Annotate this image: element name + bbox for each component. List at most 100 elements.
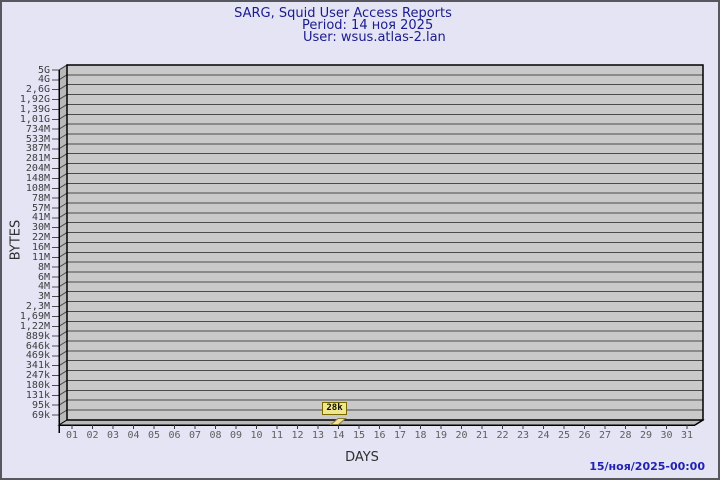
y-tick-connector — [58, 222, 68, 229]
y-tick-connector — [58, 350, 68, 357]
generated-timestamp: 15/ноя/2025-00:00 — [589, 460, 705, 473]
y-tick-connector — [58, 271, 68, 278]
x-tick-label: 12 — [291, 430, 304, 441]
x-tick-label: 22 — [496, 430, 509, 441]
x-tick-label: 19 — [434, 430, 448, 441]
y-tick-label: 6M — [37, 271, 50, 283]
y-tick-label: 2,3M — [25, 301, 50, 313]
x-tick-label: 26 — [578, 430, 591, 441]
y-tick-connector — [58, 74, 68, 81]
y-tick-label: 1,39G — [19, 103, 50, 115]
y-tick-label: 4M — [37, 281, 50, 293]
y-tick-label: 8M — [37, 261, 50, 273]
x-tick-label: 07 — [188, 430, 202, 441]
y-tick-label: 1,22M — [19, 320, 50, 332]
y-tick-connector — [58, 409, 68, 416]
x-tick-label: 03 — [106, 430, 120, 441]
data-bar — [329, 418, 347, 425]
y-tick-connector — [58, 232, 68, 238]
y-tick-connector — [58, 261, 68, 268]
y-tick-label: 204M — [25, 163, 50, 175]
y-tick-connector — [58, 370, 68, 376]
y-tick-label: 646k — [25, 340, 50, 352]
x-tick-label: 29 — [639, 430, 653, 441]
y-tick-connector — [58, 143, 68, 150]
x-tick-label: 20 — [455, 430, 468, 441]
y-tick-label: 148M — [25, 172, 50, 184]
y-tick-label: 41M — [31, 212, 50, 224]
y-tick-connector — [58, 94, 68, 100]
x-tick-label: 01 — [65, 430, 79, 441]
x-tick-label: 28 — [619, 430, 632, 441]
y-tick-connector — [58, 291, 68, 298]
y-tick-label: 1,69M — [19, 310, 50, 322]
y-tick-label: 57M — [31, 202, 50, 214]
x-tick-label: 05 — [147, 430, 161, 441]
y-tick-label: 3M — [37, 291, 50, 303]
y-tick-connector — [58, 360, 68, 367]
y-tick-connector — [58, 163, 68, 169]
y-tick-connector — [58, 399, 68, 406]
y-tick-connector — [58, 311, 68, 317]
y-tick-connector — [58, 242, 68, 248]
y-tick-label: 11M — [31, 251, 50, 263]
y-tick-label: 889k — [25, 330, 50, 342]
x-tick-label: 10 — [250, 430, 263, 441]
x-tick-label: 02 — [86, 430, 99, 441]
x-tick-label: 09 — [229, 430, 243, 441]
x-tick-label: 14 — [332, 430, 345, 441]
y-tick-label: 533M — [25, 133, 50, 145]
bar-value-label: 28k — [322, 402, 347, 415]
y-tick-connector — [58, 123, 68, 130]
y-tick-label: 734M — [25, 123, 50, 135]
y-tick-label: 78M — [31, 192, 50, 204]
y-tick-label: 469k — [25, 350, 50, 362]
x-tick-label: 25 — [557, 430, 571, 441]
report-user: User: wsus.atlas-2.lan — [303, 30, 446, 45]
y-tick-label: 131k — [25, 389, 50, 401]
y-tick-label: 108M — [25, 182, 50, 194]
y-tick-label: 4G — [37, 74, 50, 86]
x-tick-label: 31 — [680, 430, 694, 441]
y-tick-connector — [58, 153, 68, 160]
x-axis-title: DAYS — [345, 450, 379, 465]
y-tick-connector — [58, 192, 68, 199]
y-tick-connector — [58, 320, 68, 327]
x-tick-label: 16 — [373, 430, 386, 441]
page-title: SARG, Squid User Access Reports — [234, 6, 452, 21]
x-tick-label: 08 — [209, 430, 222, 441]
y-tick-connector — [58, 104, 68, 110]
y-tick-connector — [58, 202, 68, 209]
y-tick-label: 16M — [31, 241, 50, 253]
x-tick-label: 04 — [127, 430, 140, 441]
y-tick-connector — [58, 173, 68, 179]
y-tick-connector — [58, 380, 68, 386]
x-tick-label: 13 — [311, 430, 325, 441]
x-tick-label: 27 — [598, 430, 612, 441]
y-tick-label: 247k — [25, 370, 50, 382]
y-tick-connector — [58, 281, 68, 288]
x-axis-end-connector — [694, 419, 704, 426]
x-tick-label: 18 — [414, 430, 427, 441]
x-tick-label: 17 — [393, 430, 407, 441]
y-tick-connector — [58, 84, 68, 91]
y-tick-connector — [58, 301, 68, 307]
x-tick-label: 30 — [660, 430, 673, 441]
y-tick-label: 30M — [31, 222, 50, 234]
y-tick-label: 341k — [25, 360, 50, 372]
y-tick-connector — [58, 251, 68, 258]
y-tick-label: 95k — [31, 399, 50, 411]
y-tick-connector — [58, 340, 68, 347]
y-tick-label: 2,6G — [25, 84, 50, 96]
x-tick-label: 24 — [537, 430, 550, 441]
y-tick-connector — [58, 64, 68, 71]
x-tick-label: 21 — [475, 430, 489, 441]
plot-border — [66, 64, 704, 421]
x-tick-label: 23 — [516, 430, 530, 441]
y-tick-label: 69k — [31, 409, 50, 421]
x-tick-label: 15 — [352, 430, 366, 441]
y-tick-connector — [58, 330, 68, 337]
x-tick-label: 06 — [168, 430, 181, 441]
